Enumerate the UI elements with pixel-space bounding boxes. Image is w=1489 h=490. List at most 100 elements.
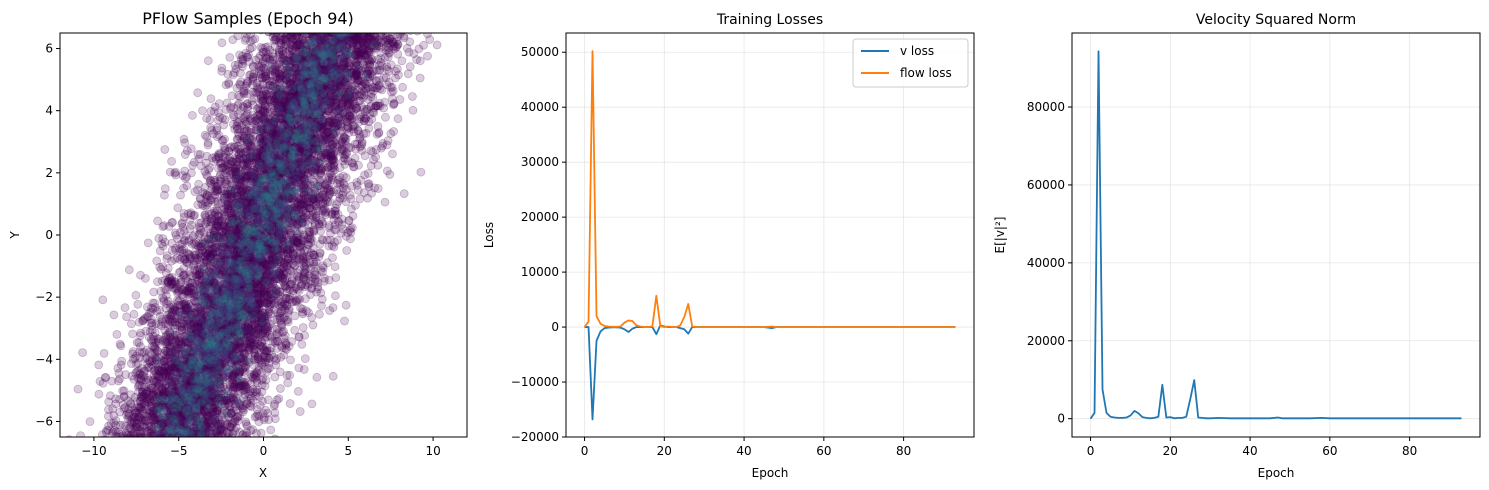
scatter-point xyxy=(253,299,263,309)
scatter-point xyxy=(383,52,393,62)
scatter-point xyxy=(314,309,324,319)
scatter-point xyxy=(275,137,285,147)
scatter-point xyxy=(191,399,201,408)
scatter-point xyxy=(217,63,227,73)
scatter-point xyxy=(365,110,375,119)
scatter-point xyxy=(253,180,263,190)
scatter-point xyxy=(319,47,329,57)
scatter-point xyxy=(285,108,295,117)
scatter-point xyxy=(236,222,246,231)
scatter-point xyxy=(164,382,174,392)
scatter-point xyxy=(318,81,327,91)
scatter-point xyxy=(232,314,242,324)
scatter-point xyxy=(361,113,371,123)
scatter-point xyxy=(228,236,238,246)
scatter-point xyxy=(290,57,300,67)
scatter-point xyxy=(336,81,346,91)
scatter-point xyxy=(186,324,196,334)
scatter-point xyxy=(270,399,280,409)
scatter-point xyxy=(264,91,274,100)
scatter-point xyxy=(260,101,270,111)
scatter-point xyxy=(280,259,290,269)
scatter-point xyxy=(245,286,255,295)
scatter-point xyxy=(296,254,306,264)
scatter-point xyxy=(298,136,307,146)
scatter-point xyxy=(285,370,295,380)
scatter-point xyxy=(328,155,338,165)
scatter-point xyxy=(298,309,308,319)
scatter-point xyxy=(339,63,349,72)
scatter-point xyxy=(205,339,215,349)
scatter-point xyxy=(161,371,171,381)
scatter-point xyxy=(343,101,353,110)
scatter-point xyxy=(297,339,307,349)
scatter-point xyxy=(227,330,237,340)
scatter-point xyxy=(318,198,328,208)
scatter-point xyxy=(297,145,307,154)
scatter-point xyxy=(190,341,199,351)
scatter-point xyxy=(188,362,198,371)
scatter-point xyxy=(149,390,158,400)
scatter-point xyxy=(291,100,301,109)
scatter-point xyxy=(290,261,300,270)
scatter-point xyxy=(179,299,189,309)
scatter-point xyxy=(222,309,232,319)
scatter-point xyxy=(223,269,233,279)
scatter-point xyxy=(261,74,271,84)
scatter-point xyxy=(274,154,284,164)
scatter-point xyxy=(229,171,239,180)
scatter-point xyxy=(297,91,307,101)
scatter-point xyxy=(346,107,356,117)
scatter-point xyxy=(73,384,83,394)
scatter-point xyxy=(270,245,280,255)
scatter-point xyxy=(188,360,198,370)
scatter-point xyxy=(286,279,296,289)
scatter-point xyxy=(326,151,336,161)
scatter-point xyxy=(232,300,242,310)
scatter-point xyxy=(206,355,216,365)
scatter-x-axis-label: X xyxy=(259,466,267,480)
scatter-point xyxy=(175,399,185,409)
scatter-point xyxy=(193,88,203,98)
scatter-point xyxy=(318,263,328,273)
scatter-point xyxy=(229,142,239,152)
scatter-point xyxy=(342,246,352,255)
scatter-point xyxy=(224,78,234,88)
scatter-point xyxy=(272,272,282,282)
scatter-panel: PFlow Samples (Epoch 94) X Y −10 −5 0 5 10−6… xyxy=(8,9,468,480)
scatter-point xyxy=(258,94,268,104)
scatter-point xyxy=(195,392,205,402)
scatter-point xyxy=(327,75,337,84)
scatter-point xyxy=(277,143,287,153)
scatter-point xyxy=(381,42,391,51)
scatter-point xyxy=(116,420,125,430)
scatter-point xyxy=(330,122,340,132)
scatter-point xyxy=(365,77,375,87)
scatter-point xyxy=(207,342,217,351)
scatter-point xyxy=(198,384,208,394)
scatter-point xyxy=(166,364,176,374)
scatter-point xyxy=(296,59,306,68)
scatter-point xyxy=(296,37,306,47)
scatter-point xyxy=(140,389,150,399)
scatter-point xyxy=(214,320,224,330)
scatter-point xyxy=(255,400,265,410)
scatter-point xyxy=(380,37,390,47)
scatter-point xyxy=(219,284,229,294)
scatter-point xyxy=(293,40,303,50)
scatter-point xyxy=(230,279,240,288)
scatter-point xyxy=(241,356,251,366)
scatter-point xyxy=(301,179,311,189)
scatter-point xyxy=(159,388,169,398)
scatter-point xyxy=(265,189,275,199)
scatter-point xyxy=(288,286,298,296)
scatter-point xyxy=(233,312,243,322)
scatter-point xyxy=(316,91,326,101)
scatter-point xyxy=(276,38,286,48)
scatter-point xyxy=(347,181,357,191)
scatter-point xyxy=(242,326,252,336)
scatter-point xyxy=(261,207,271,217)
scatter-point xyxy=(214,393,224,403)
scatter-point xyxy=(129,309,139,319)
scatter-point xyxy=(233,413,243,423)
